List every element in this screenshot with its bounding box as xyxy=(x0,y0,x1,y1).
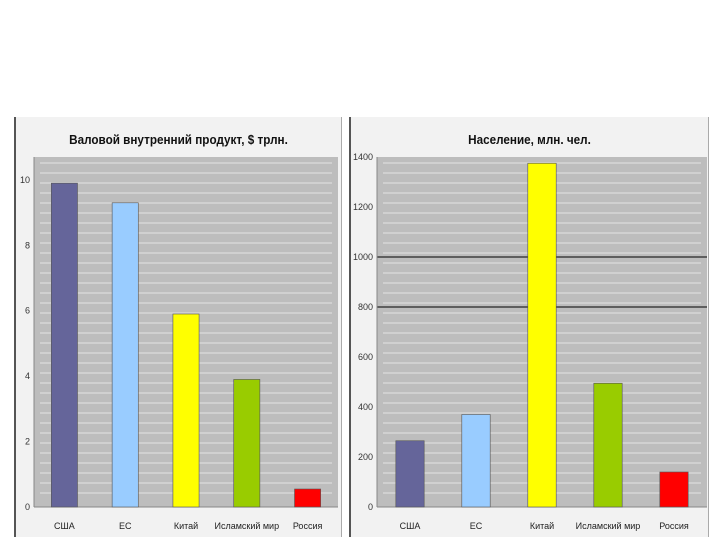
gdp-y-tick-label: 8 xyxy=(25,240,30,250)
population-chart-title: Население, млн. чел. xyxy=(468,132,591,147)
pop-y-tick-label: 200 xyxy=(358,452,373,462)
pop-y-tick-label: 1200 xyxy=(353,202,373,212)
gdp-x-tick-label: Китай xyxy=(174,521,198,531)
gdp-bar xyxy=(172,313,200,508)
gdp-chart-title: Валовой внутренний продукт, $ трлн. xyxy=(69,132,288,147)
pop-x-tick-label: Исламский мир xyxy=(576,521,641,531)
pop-x-tick-label: ЕС xyxy=(470,521,483,531)
gdp-x-tick-label: ЕС xyxy=(119,521,132,531)
pop-bar xyxy=(527,162,557,508)
pop-bar xyxy=(395,440,425,508)
pop-y-tick-label: 0 xyxy=(368,502,373,512)
gdp-chart-panel: Валовой внутренний продукт, $ трлн. 0 2 4 6… xyxy=(14,117,342,537)
pop-bar xyxy=(659,471,689,508)
population-chart: 0 200 400 600 800 1000 1200 1400 США ЕС Китай Ислам… xyxy=(353,152,707,531)
gdp-y-tick-label: 6 xyxy=(25,306,30,316)
pop-y-tick-label: 1400 xyxy=(353,152,373,162)
gdp-y-tick-label: 2 xyxy=(25,437,30,447)
pop-x-tick-label: Китай xyxy=(530,521,554,531)
population-chart-panel: Население, млн. чел. 0 200 400 600 800 1000 12… xyxy=(349,117,709,537)
pop-x-tick-label: Россия xyxy=(659,521,689,531)
pop-y-tick-label: 600 xyxy=(358,352,373,362)
gdp-y-tick-label: 10 xyxy=(20,175,30,185)
pop-x-tick-label: США xyxy=(400,521,421,531)
pop-bar xyxy=(593,382,623,508)
gdp-x-tick-label: Исламский мир xyxy=(214,521,279,531)
gdp-y-tick-label: 4 xyxy=(25,371,30,381)
pop-y-tick-label: 800 xyxy=(358,302,373,312)
pop-bar xyxy=(461,414,491,508)
pop-y-tick-label: 1000 xyxy=(353,252,373,262)
gdp-bar xyxy=(111,202,139,508)
gdp-chart: 0 2 4 6 8 10 США ЕС Китай Исламский мир Россия xyxy=(20,157,338,531)
gdp-bar xyxy=(51,182,78,508)
gdp-x-tick-label: США xyxy=(54,521,75,531)
gdp-bar xyxy=(233,379,261,508)
gdp-bar xyxy=(294,488,321,508)
gdp-x-tick-label: Россия xyxy=(293,521,323,531)
gdp-y-tick-label: 0 xyxy=(25,502,30,512)
pop-y-tick-label: 400 xyxy=(358,402,373,412)
